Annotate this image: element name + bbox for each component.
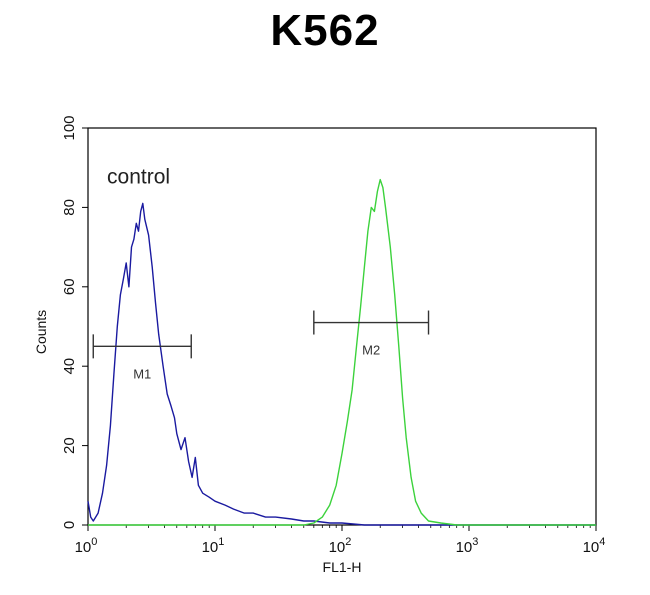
x-tick-label: 104 — [583, 536, 606, 556]
y-tick-label: 40 — [61, 358, 78, 375]
annotation-layer: control — [107, 166, 170, 189]
y-tick-label: 20 — [61, 437, 78, 454]
y-tick-label: 80 — [61, 199, 78, 216]
gate-label: M1 — [133, 366, 151, 381]
x-axis-ticks: 100 101 102 103 104 — [75, 525, 606, 556]
x-tick-label: 100 — [75, 536, 98, 556]
y-tick-label: 0 — [61, 521, 78, 529]
x-tick-label: 102 — [329, 536, 352, 556]
y-tick-label: 60 — [61, 278, 78, 295]
sample-histogram-line — [88, 178, 596, 526]
control-annotation: control — [107, 166, 170, 189]
x-axis-label: FL1-H — [323, 559, 362, 575]
series-layer — [87, 178, 596, 526]
y-axis-ticks: 0 20 40 60 80 100 — [61, 115, 88, 529]
x-tick-label: 101 — [202, 536, 225, 556]
gate-label: M2 — [362, 343, 380, 358]
y-tick-label: 100 — [61, 115, 78, 140]
control-histogram-line — [87, 202, 596, 526]
marker-layer: M1 M2 — [92, 310, 430, 381]
x-tick-label: 103 — [456, 536, 479, 556]
y-axis-label: Counts — [33, 310, 49, 354]
chart-title: K562 — [270, 6, 380, 55]
